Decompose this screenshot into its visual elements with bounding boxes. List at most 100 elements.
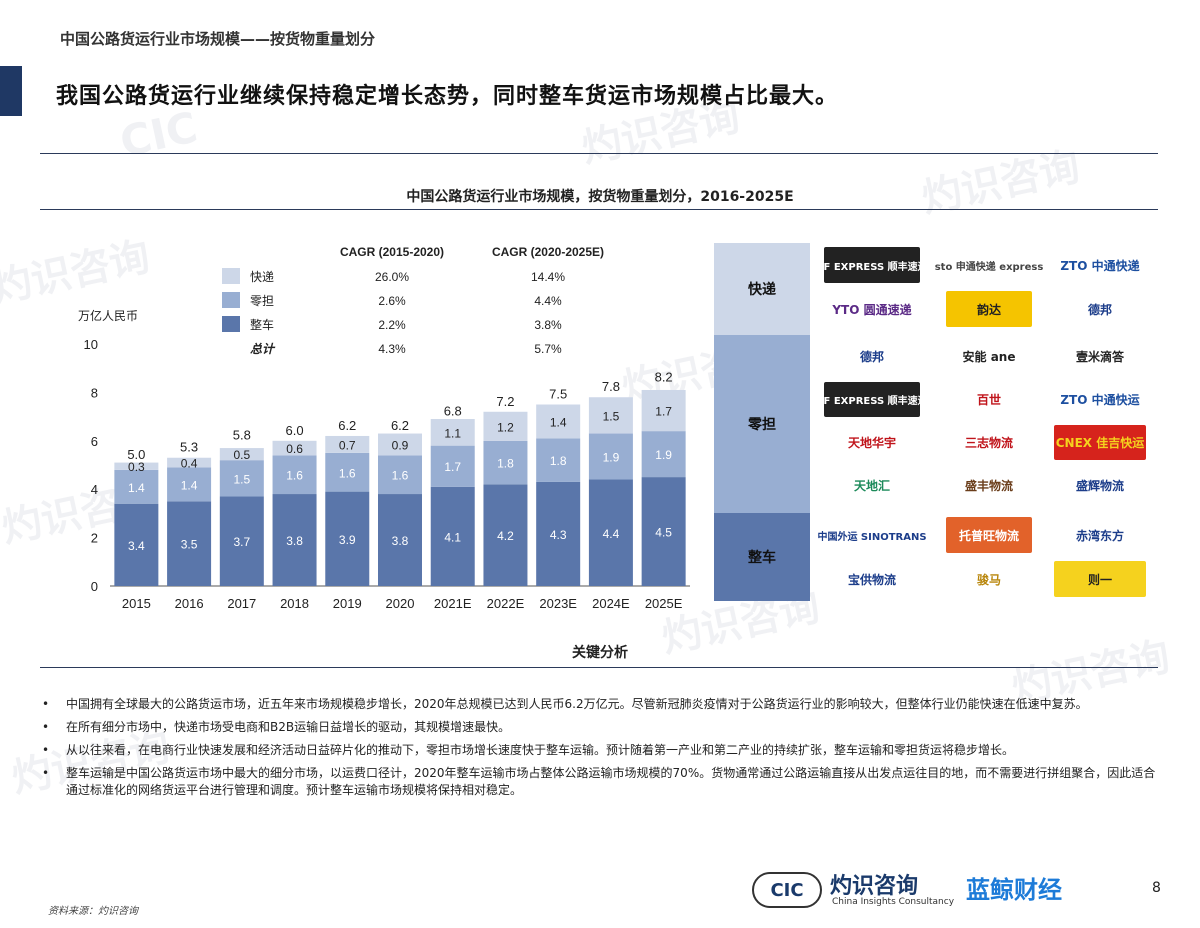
cagr-value: 3.8% [534,318,562,332]
legend-label: 整车 [250,317,274,332]
cagr-header: CAGR (2020-2025E) [492,245,604,259]
cagr-value: 2.2% [378,318,406,332]
data-label: 0.9 [392,438,409,452]
data-label: 1.1 [444,426,461,440]
tiandi-huayu-logo: 天地华宇 [824,425,920,460]
bar-segment [272,455,317,495]
data-label: 3.7 [233,535,250,549]
headline: 我国公路货运行业继续保持稳定增长态势，同时整车货运市场规模占比最大。 [56,84,839,109]
bar-segment [483,440,528,485]
cic-logo: CIC [752,872,822,908]
total-label: 5.8 [233,428,251,443]
bar-segment [272,440,317,456]
cagr-value: 2.6% [378,294,406,308]
x-tick-label: 2019 [333,596,362,611]
bar-segment [430,445,475,487]
data-label: 1.4 [181,478,198,492]
chiwan-logo: 赤湾东方 [1054,517,1146,553]
sinotrans-logo: 中国外运 SINOTRANS [817,517,927,553]
analysis-bullets: 中国拥有全球最大的公路货运市场，近五年来市场规模稳步增长，2020年总规模已达到… [40,696,1160,805]
data-label: 0.7 [339,438,356,452]
logo-category-label: 快递 [714,243,810,335]
bar-segment [483,484,528,586]
sto-express-logo: sto 申通快递 express [935,247,1043,283]
x-tick-label: 2022E [487,596,525,611]
yto-express-logo: YTO 圆通速递 [824,291,920,327]
total-label: 6.2 [391,418,409,433]
data-label: 3.8 [392,534,409,548]
data-label: 0.4 [181,457,198,471]
total-label: 6.0 [286,423,304,438]
bar-segment [114,503,159,586]
sf-express-logo-2: SF EXPRESS 顺丰速运 [816,382,928,417]
cagr-value: 14.4% [531,270,565,284]
x-tick-label: 2016 [175,596,204,611]
bar-segment [325,491,370,586]
sanzhi-logo: 三志物流 [946,425,1032,460]
logo-category-label: 零担 [714,335,810,513]
chart-title: 中国公路货运行业市场规模，按货物重量划分，2016-2025E [406,189,794,205]
divider [40,209,1158,210]
cagr-value: 26.0% [375,270,409,284]
legend-label: 总计 [250,342,276,356]
data-label: 1.9 [603,451,620,465]
data-label: 1.5 [233,472,250,486]
divider [40,153,1158,154]
source-note: 资料来源：灼识咨询 [48,906,138,917]
bar-segment [588,397,633,434]
data-label: 1.9 [655,448,672,462]
page-number: 8 [1152,880,1161,896]
logo-category-label: 整车 [714,513,810,601]
data-label: 4.2 [497,529,514,543]
legend-label: 快递 [250,270,274,284]
data-label: 1.4 [128,481,145,495]
x-tick-label: 2017 [227,596,256,611]
bar-segment [536,438,581,482]
y-axis-label: 万亿人民币 [78,308,138,323]
y-tick-label: 4 [91,482,98,497]
partner-logo: 蓝鲸财经 [966,876,1062,904]
brand-name-en: China Insights Consultancy [832,897,955,907]
x-tick-label: 2015 [122,596,151,611]
data-label: 1.4 [550,415,567,429]
legend-swatch [222,292,240,308]
bar-segment [536,404,581,439]
x-tick-label: 2025E [645,596,683,611]
data-label: 1.7 [444,460,461,474]
legend-swatch [222,316,240,332]
watermark: 灼识咨询 [917,143,1084,223]
legend-label: 零担 [250,294,274,308]
x-tick-label: 2018 [280,596,309,611]
tiandihui-logo: 天地汇 [824,468,920,503]
bar-segment [325,435,370,453]
data-label: 0.5 [233,448,250,462]
shenghui-logo: 盛辉物流 [1054,468,1146,503]
total-label: 5.3 [180,440,198,455]
cagr-value: 5.7% [534,342,562,356]
total-label: 7.8 [602,379,620,394]
bullet-item: 中国拥有全球最大的公路货运市场，近五年来市场规模稳步增长，2020年总规模已达到… [40,696,1160,713]
deppon-express-logo: 德邦 [1054,291,1146,327]
baogong-logo: 宝供物流 [824,561,920,597]
data-label: 1.8 [550,454,567,468]
sf-express-logo: SF EXPRESS 顺丰速运 [816,247,928,283]
cagr-value: 4.3% [378,342,406,356]
bar-segment [430,419,475,446]
bar-segment [483,411,528,441]
ane-logo: 安能 ane [946,339,1032,374]
x-tick-label: 2024E [592,596,630,611]
bar-segment [588,479,633,586]
shengfeng-logo: 盛丰物流 [946,468,1032,503]
bar-segment [272,494,317,586]
yunda-logo: 韵达 [946,291,1032,327]
cagr-header: CAGR (2015-2020) [340,245,444,259]
bar-segment [588,433,633,480]
bar-segment [536,481,581,586]
data-label: 4.5 [655,526,672,540]
stacked-bar-chart: 万亿人民币 0 2 4 6 8 10 3.4 1.4 0.35.0 2015 3.5 1.4 0.4 5.3… [78,245,690,611]
x-tick-label: 2023E [539,596,577,611]
bar-segment [641,431,686,478]
zto-freight-logo: ZTO 中通快运 [1054,382,1146,417]
bar-segment [325,452,370,492]
data-label: 1.7 [655,405,672,419]
